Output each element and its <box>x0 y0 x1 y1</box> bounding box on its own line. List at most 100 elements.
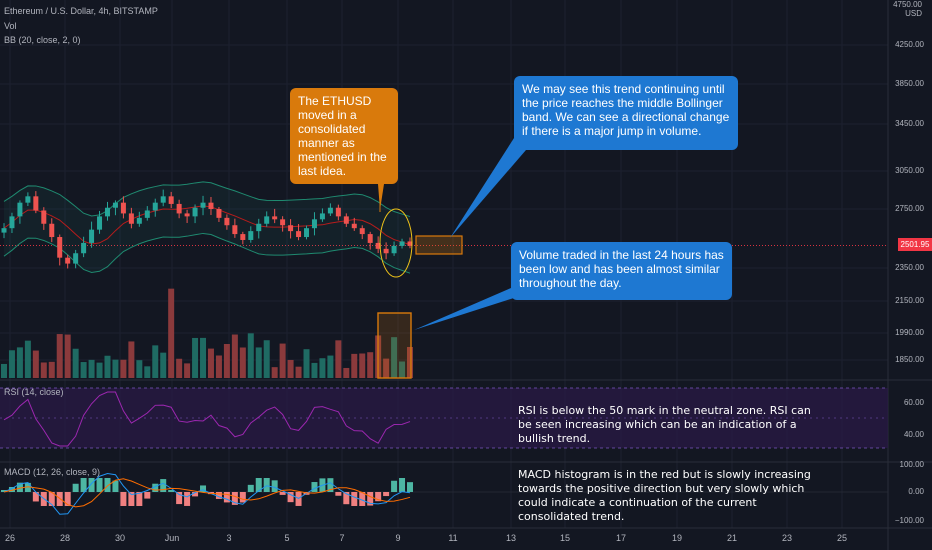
callout-pointer <box>414 288 520 330</box>
macd-histogram-bar <box>215 492 222 499</box>
volume-bars <box>1 288 413 378</box>
volume-bar <box>24 340 31 378</box>
candle-body <box>319 213 325 220</box>
candle-body <box>335 207 341 217</box>
macd-tick-label: 0.00 <box>908 487 924 496</box>
candle-body <box>1 228 7 233</box>
bollinger-lower-band <box>3 232 411 274</box>
bollinger-basis <box>3 205 411 246</box>
candle-body <box>112 202 118 208</box>
candle-body <box>216 209 222 218</box>
volume-bar <box>32 350 39 378</box>
time-tick-label: 21 <box>726 533 738 543</box>
macd-histogram-bar <box>168 490 175 492</box>
macd-histogram-bar <box>255 478 262 492</box>
candle-body <box>41 210 47 224</box>
volume-bar <box>343 367 350 378</box>
volume-bar <box>40 362 47 378</box>
volume-bar <box>279 343 286 378</box>
time-tick-label: 3 <box>226 533 232 543</box>
macd-histogram-bar <box>407 482 413 492</box>
candle-body <box>57 237 63 258</box>
volume-bar <box>88 359 95 378</box>
macd-histogram-bar <box>279 492 286 495</box>
volume-label: Vol <box>4 21 17 31</box>
bollinger-label: BB (20, close, 2, 0) <box>4 35 81 45</box>
macd-histogram-bar <box>287 492 294 503</box>
volume-bar <box>239 347 246 378</box>
candle-body <box>375 242 381 249</box>
last-price-tag: 2501.95 <box>898 238 932 251</box>
volume-bar <box>327 355 334 378</box>
candle-body <box>200 202 206 208</box>
time-tick-label: 17 <box>615 533 627 543</box>
macd-histogram-bar <box>8 487 15 492</box>
volume-bar <box>16 347 23 378</box>
rsi-label: RSI (14, close) <box>4 387 64 397</box>
candle-body <box>367 234 373 243</box>
volume-bar <box>391 337 398 378</box>
macd-tick-label: −100.00 <box>894 516 924 525</box>
candle-body <box>184 213 190 217</box>
macd-histogram-bar <box>160 479 167 492</box>
macd-histogram-bar <box>327 478 334 492</box>
chart-title: Ethereum / U.S. Dollar, 4h, BITSTAMP <box>4 6 158 16</box>
volume-highlight-box <box>377 312 412 379</box>
candle-body <box>407 241 413 246</box>
volume-bar <box>104 355 111 378</box>
volume-bar <box>311 362 318 378</box>
candle-body <box>391 245 397 254</box>
macd-histogram-bar <box>200 485 207 492</box>
macd-histogram-bar <box>1 490 7 492</box>
macd-histogram-bar <box>16 482 23 492</box>
candle-body <box>25 196 31 203</box>
macd-histogram-bar <box>351 492 358 506</box>
candle-body <box>120 202 126 214</box>
candle-body <box>280 219 286 226</box>
volume-bar <box>48 361 55 378</box>
volume-bar <box>200 337 207 378</box>
volume-bar <box>367 352 374 378</box>
macd-histogram-bar <box>184 492 191 506</box>
volume-bar <box>120 359 127 378</box>
time-tick-label: 13 <box>505 533 517 543</box>
macd-histogram-bar <box>80 478 87 492</box>
candle-body <box>17 202 23 217</box>
time-tick-label: 28 <box>59 533 71 543</box>
volume-bar <box>136 360 143 378</box>
macd-histogram-bar <box>152 483 159 492</box>
macd-note: MACD histogram is in the red but is slow… <box>518 468 811 523</box>
candle-body <box>176 203 182 214</box>
candle-body <box>144 210 150 218</box>
candle-body <box>232 225 238 235</box>
callout-consolidation: The ETHUSD moved in a consolidated manne… <box>290 88 398 184</box>
volume-bar <box>1 363 7 378</box>
volume-bar <box>335 340 342 378</box>
macd-histogram-bar <box>223 492 230 503</box>
volume-bar <box>351 353 358 378</box>
macd-histogram-bar <box>88 478 95 492</box>
rsi-tick-label: 60.00 <box>903 398 924 407</box>
candle-body <box>73 253 79 264</box>
time-tick-label: 11 <box>448 533 458 543</box>
candle-body <box>9 216 15 229</box>
candle-body <box>136 217 142 224</box>
candle-body <box>240 234 246 240</box>
time-tick-label: 30 <box>114 533 126 543</box>
callout-pointer <box>450 138 526 238</box>
volume-bar <box>192 337 199 378</box>
price-tick-label: 3450.00 <box>895 119 924 128</box>
volume-bar <box>168 288 175 378</box>
candle-body <box>248 231 254 240</box>
candle-body <box>208 202 214 209</box>
volume-bar <box>112 359 119 378</box>
volume-bar <box>215 355 222 378</box>
candle-body <box>128 213 134 224</box>
macd-histogram-bar <box>120 492 127 506</box>
volume-bar <box>72 348 79 378</box>
macd-histogram-bar <box>96 478 103 492</box>
volume-bar <box>263 340 270 378</box>
volume-bar <box>223 343 230 378</box>
time-tick-label: Jun <box>164 533 180 543</box>
macd-histogram-bar <box>359 492 366 506</box>
